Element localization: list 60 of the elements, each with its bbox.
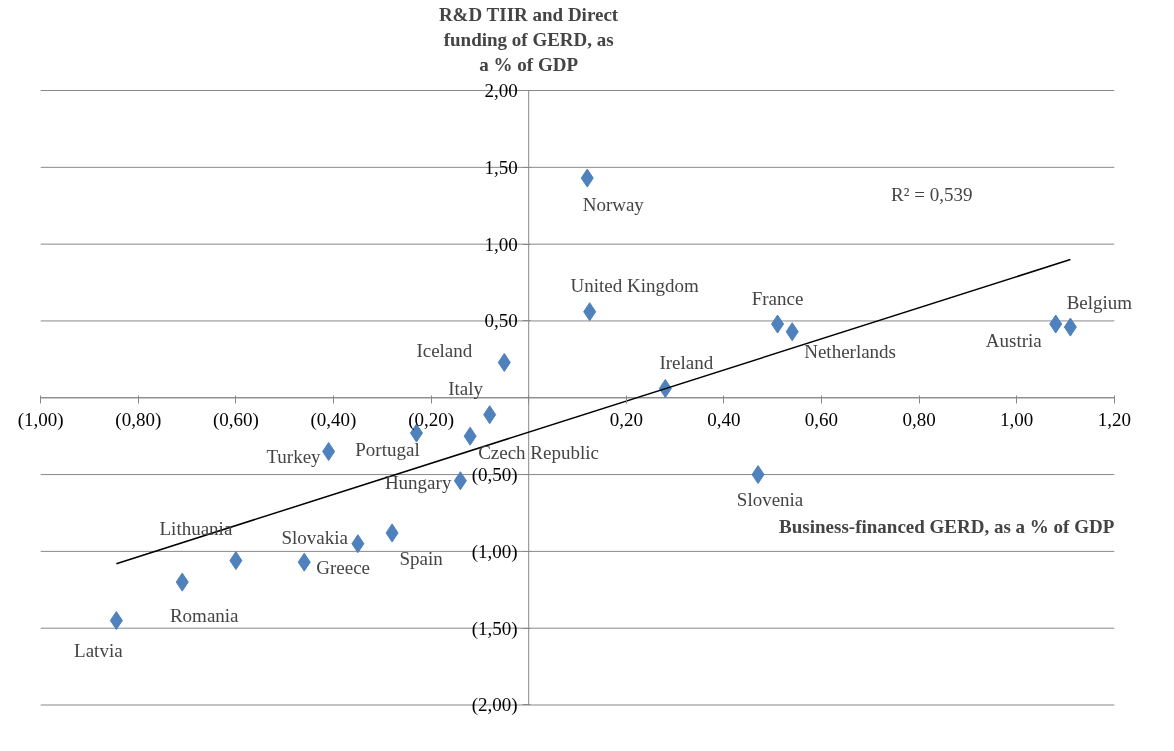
x-tick-label: (0,80) (115, 408, 162, 431)
x-tick-label: (0,40) (310, 408, 357, 431)
x-tick-label: (0,60) (212, 408, 259, 431)
point (322, 442, 336, 462)
annotation: Netherlands (804, 341, 897, 363)
annotation: Hungary (384, 472, 452, 494)
point (483, 405, 497, 425)
point (463, 426, 477, 446)
point (109, 611, 123, 630)
annotation: Austria (985, 329, 1043, 351)
point (1063, 317, 1077, 337)
annotation: Turkey (266, 446, 322, 468)
y-axis-title: R&D TIIR and Direct funding of GERD, as a % of GDP (438, 3, 619, 76)
annotation: R² = 0,539 (891, 184, 973, 206)
annotation: Spain (399, 548, 444, 570)
x-tick-label: 0,40 (707, 408, 741, 430)
point (771, 314, 785, 334)
point (1049, 314, 1063, 334)
point (751, 465, 765, 485)
annotation: Slovenia (736, 489, 804, 511)
point (453, 471, 467, 491)
annotation: United Kingdom (570, 275, 700, 297)
annotation: Ireland (659, 352, 714, 374)
x-tick-label: 0,20 (609, 408, 643, 430)
y-tick-label: 1,00 (484, 233, 518, 255)
point (351, 534, 365, 554)
annotation: Italy (448, 378, 484, 400)
y-tick-label: 1,50 (484, 156, 518, 178)
annotation: Lithuania (159, 518, 233, 540)
annotation: Slovakia (281, 527, 349, 549)
x-axis-title: Business-financed GERD, as a % of GDP (779, 516, 1115, 538)
annotation: France (751, 287, 804, 309)
x-tick-label: 0,60 (804, 408, 839, 430)
annotation: Greece (316, 556, 371, 578)
y-tick-label: 0,50 (484, 310, 518, 332)
annotation: Czech Republic (478, 441, 599, 463)
point (785, 322, 799, 342)
annotation: Latvia (74, 640, 124, 661)
annotation: Portugal (355, 438, 420, 460)
point (583, 302, 597, 322)
x-tick-label: (0,20) (408, 408, 455, 431)
y-tick-label: 2,00 (484, 80, 518, 102)
x-tick-label: (1,00) (17, 408, 64, 431)
point (229, 551, 243, 571)
annotation: Norway (582, 193, 645, 215)
annotation: Iceland (416, 339, 473, 361)
annotation: Romania (169, 604, 240, 626)
x-tick-label: 1,00 (1000, 408, 1034, 430)
point (385, 523, 399, 543)
point (175, 572, 189, 592)
y-tick-label: (2,00) (471, 694, 518, 717)
point (297, 552, 311, 572)
y-tick-label: (1,50) (471, 617, 518, 640)
point (580, 168, 594, 188)
y-tick-label: (1,00) (471, 540, 518, 563)
point (497, 352, 511, 372)
y-tick-label: (0,50) (471, 464, 518, 487)
annotation: Belgium (1066, 291, 1133, 313)
x-tick-label: 1,20 (1097, 408, 1131, 430)
x-tick-label: 0,80 (902, 408, 936, 430)
